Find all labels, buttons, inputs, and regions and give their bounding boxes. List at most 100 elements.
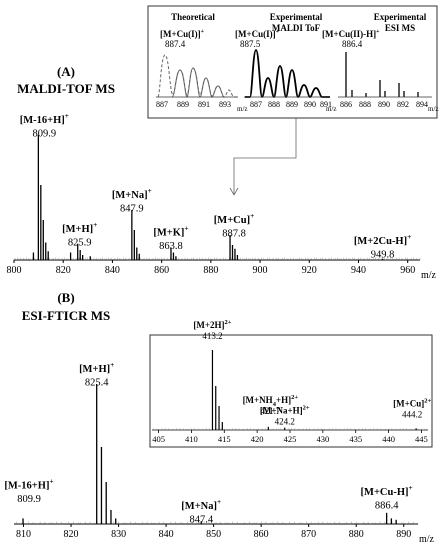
panel-a-tick-label-7: 940	[351, 265, 366, 276]
panel-a-tick-label-3: 860	[154, 265, 169, 276]
inset-b-tick-label-8: 445	[415, 434, 428, 444]
panel-a-tick-label-2: 840	[105, 265, 120, 276]
panel-b-tick-label-3: 840	[159, 529, 174, 540]
panel-a-inset: Theoretical [M+Cu(I)]+ 887.4 887 889 891…	[147, 5, 439, 119]
panel-a-label-mz-4: 887.8	[222, 229, 246, 240]
inset-b-frame	[149, 334, 433, 448]
panel-a-tick-label-6: 920	[302, 265, 317, 276]
panel-b-title: ESI-FTICR MS	[22, 308, 111, 323]
inset-a1-xlabel: m/z	[237, 105, 248, 113]
panel-a-label-ion-1: [M+H]+	[62, 220, 97, 235]
inset-a2-ticks: 887 888 889 890 891	[250, 100, 332, 109]
inset-a2-mz: 887.5	[240, 39, 261, 49]
panel-b-label-ion-0: [M-16+H]+	[4, 476, 53, 491]
inset-a2-tick-0: 887	[250, 100, 262, 109]
panel-b-tick-label-5: 860	[254, 529, 269, 540]
inset-a3-sticks	[345, 52, 419, 97]
inset-b-label-ion-1: [M+NH4+H]2+	[243, 394, 299, 408]
inset-a2-tick-1: 888	[268, 100, 280, 109]
inset-a3-ion: [M+Cu(II)-H]+	[322, 29, 380, 39]
inset-b-tick-label-3: 420	[251, 434, 264, 444]
panel-a-label-mz-0: 809.9	[33, 129, 57, 140]
panel-a-label-ion-2: [M+Na]+	[112, 186, 152, 201]
inset-b-label-mz-2: 424.2	[275, 417, 295, 427]
inset-b-label-ion-3: [M+Cu]2+	[393, 397, 431, 408]
inset-a2-tick-2: 889	[286, 100, 298, 109]
inset-a1-tick-3: 893	[219, 100, 231, 109]
inset-a1-tick-2: 891	[198, 100, 210, 109]
inset-a3-tick-1: 888	[359, 100, 371, 109]
inset-a3-mz: 886.4	[342, 39, 363, 49]
inset-a1-ticks: 887 889 891 893	[156, 100, 231, 109]
panel-a-label-mz-2: 847.9	[120, 204, 144, 215]
panel-a-tick-label-1: 820	[56, 265, 71, 276]
panel-b-label-mz-2: 847.4	[189, 515, 213, 526]
panel-a-tick-label-8: 960	[400, 265, 415, 276]
inset-a-frame	[147, 5, 438, 119]
inset-a1-header: Theoretical	[171, 12, 215, 22]
panel-b-tick-label-4: 850	[206, 529, 221, 540]
inset-a2-header: Experimental MALDI ToF	[270, 12, 323, 33]
panel-a-label-ion-4: [M+Cu]+	[214, 211, 254, 226]
panel-a-label-ion-5: [M+2Cu-H]+	[354, 232, 411, 247]
panel-b-label-ion-1: [M+H]+	[79, 360, 114, 375]
inset-b-tick-label-5: 430	[316, 434, 329, 444]
inset-a3-tick-4: 894	[416, 100, 428, 109]
panel-b-baseline-noise	[16, 521, 419, 524]
panel-b-label-ion-2: [M+Na]+	[181, 497, 221, 512]
panel-a-title: MALDI-TOF MS	[17, 81, 115, 96]
inset-b-tick-label-7: 440	[382, 434, 395, 444]
inset-a3-header: Experimental ESI MS	[374, 12, 427, 33]
inset-b-tick-label-4: 425	[284, 434, 297, 444]
panel-b-tick-label-6: 870	[301, 529, 316, 540]
panel-a-label-ion-0: [M-16+H]+	[20, 111, 69, 126]
inset-a3-tick-2: 890	[378, 100, 390, 109]
inset-a2-ion: [M+Cu(I)]+	[235, 29, 280, 39]
panel-a-label-mz-3: 863.8	[159, 241, 183, 252]
panel-a-xlabel: m/z	[421, 270, 437, 281]
inset-a2-tick-3: 890	[304, 100, 316, 109]
inset-b-label-mz-3: 444.2	[402, 409, 422, 419]
inset-b-tick-label-1: 410	[185, 434, 198, 444]
panel-b-label-ion-3: [M+Cu-H]+	[361, 483, 413, 498]
panel-b-id: (B)	[57, 290, 74, 305]
panel-b-label-mz-3: 886.4	[375, 500, 399, 511]
panel-b-label-mz-1: 825.4	[85, 378, 109, 389]
panel-a-label-ion-3: [M+K]+	[153, 224, 188, 239]
inset-b-label-ion-0: [M+2H]2+	[193, 319, 231, 330]
panel-a-tick-label-0: 800	[7, 265, 22, 276]
panel-b-label-mz-0: 809.9	[17, 494, 41, 505]
panel-b-tick-label-7: 880	[349, 529, 364, 540]
inset-a1-tick-0: 887	[156, 100, 168, 109]
inset-a1-ion: [M+Cu(I)]+	[160, 29, 205, 39]
inset-a2-xlabel: m/z	[326, 105, 337, 113]
panel-b-inset: 405 410 415 420 425 430 435 440 445 [M+2H]2+413.2…	[149, 319, 433, 448]
inset-a3-tick-0: 886	[340, 100, 352, 109]
inset-a1-tick-1: 889	[177, 100, 189, 109]
inset-b-tick-label-2: 415	[218, 434, 231, 444]
inset-a3-xlabel: m/z	[428, 105, 439, 113]
inset-a1-mz: 887.4	[165, 39, 186, 49]
panel-b-tick-label-8: 890	[396, 529, 411, 540]
panel-a-label-mz-1: 825.9	[68, 237, 92, 248]
inset-b-label-mz-0: 413.2	[202, 331, 222, 341]
inset-connector-arrowhead	[229, 187, 239, 196]
panel-a-baseline-noise	[13, 257, 421, 260]
panel-a-label-mz-5: 949.8	[371, 249, 395, 260]
panel-b-tick-label-0: 810	[16, 529, 31, 540]
inset-b-tick-label-6: 435	[349, 434, 362, 444]
inset-b-label-mz-1: 421.7	[260, 406, 281, 416]
panel-b-tick-label-2: 830	[111, 529, 126, 540]
inset-a3-tick-3: 892	[397, 100, 409, 109]
panel-b-spectrum: 810 820 830 840 850 860 870 880 890 m/z [M-16+H]+ 8…	[4, 360, 434, 545]
inset-b-tick-label-0: 405	[152, 434, 165, 444]
panel-b-tick-label-1: 820	[64, 529, 79, 540]
panel-a-tick-label-5: 900	[253, 265, 268, 276]
panel-a-tick-label-4: 880	[203, 265, 218, 276]
inset-b-label-ion-2: [M+Na+H]2+	[260, 405, 310, 416]
panel-a-id: (A)	[57, 64, 75, 79]
inset-a2-tick-4: 891	[320, 100, 332, 109]
inset-a3-ticks: 886 888 890 892 894	[340, 100, 428, 109]
panel-a-spectrum: 800 820 840 860 880 900 920 940 960 m/z [M-16+H]+ 8…	[7, 111, 437, 281]
